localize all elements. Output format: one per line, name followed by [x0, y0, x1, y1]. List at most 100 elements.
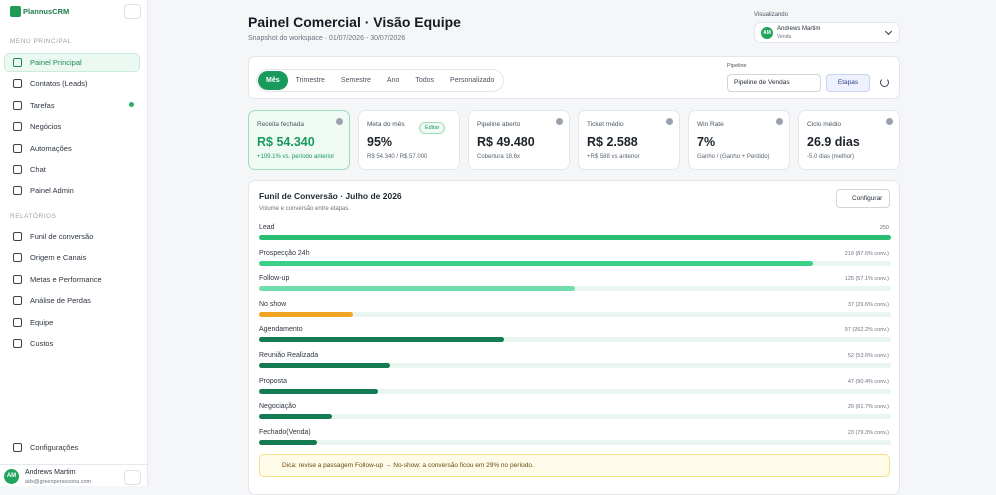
- icon: [13, 165, 22, 174]
- info-icon: [666, 118, 673, 125]
- nav-label: Equipe: [30, 317, 54, 327]
- nav-item[interactable]: Tarefas: [4, 96, 140, 115]
- nav-label: Funil de conversão: [30, 232, 94, 241]
- icon: [13, 317, 22, 327]
- pipeline-value: Pipeline de Vendas: [734, 79, 790, 86]
- stage-value: 250: [879, 225, 889, 231]
- info-icon: [336, 118, 343, 125]
- period-tab[interactable]: Mês: [258, 71, 288, 90]
- page-subtitle: Snapshot do workspace · 01/07/2026 - 30/…: [248, 35, 406, 42]
- nav-label: Contatos (Leads): [30, 79, 88, 89]
- stage-label: Fechado(Venda): [259, 428, 311, 436]
- stage-value: 97 (262.2% conv.): [844, 327, 889, 334]
- viewer-select[interactable]: AM Andrews Martim Venda: [754, 22, 900, 43]
- kpi-label: Ticket médio: [587, 121, 624, 128]
- kpi-card: Ciclo médio 26.9 dias -5.0 dias (melhor): [798, 110, 900, 170]
- period-tab[interactable]: Semestre: [340, 77, 371, 84]
- stages-button[interactable]: Etapas: [826, 74, 870, 92]
- kpi-value: 26.9 dias: [807, 135, 860, 149]
- nav-item[interactable]: Metas e Performance: [4, 270, 140, 289]
- period-tab[interactable]: Todos: [415, 77, 435, 84]
- stage-label: Prospecção 24h: [259, 249, 310, 257]
- nav-item[interactable]: Origem e Canais: [4, 248, 140, 267]
- nav-item[interactable]: Chat: [4, 160, 140, 179]
- icon: [13, 58, 22, 67]
- stage-value: 219 (87.6% conv.): [844, 250, 889, 257]
- nav-label: Origem e Canais: [30, 253, 87, 263]
- bar-track: [259, 439, 891, 445]
- viewer-label: Visualizando: [754, 12, 788, 18]
- avatar: AM: [4, 469, 19, 484]
- kpi-card: Win Rate 7% Ganho / (Ganho + Perdido): [688, 110, 790, 170]
- refresh-button[interactable]: [880, 78, 889, 87]
- nav-item[interactable]: Funil de conversão: [4, 227, 140, 246]
- nav-item[interactable]: Painel Admin: [4, 181, 140, 200]
- page-title: Painel Comercial · Visão Equipe: [248, 14, 461, 30]
- stage-label: Negociação: [259, 403, 296, 411]
- bar-track: [259, 363, 891, 368]
- kpi-card: Meta do mês 95% R$ 54.340 / R$ 57.000 Edita…: [358, 110, 460, 170]
- info-icon: [556, 118, 563, 125]
- chevron: [884, 27, 893, 36]
- section-title: RELATÓRIOS: [10, 213, 57, 220]
- edit-button[interactable]: Editar: [419, 122, 446, 134]
- kpi-value: R$ 54.340: [257, 135, 315, 149]
- icon: [13, 79, 22, 89]
- kpi-value: 95%: [367, 135, 393, 149]
- stage-value: 23 (79.3% conv.): [847, 429, 889, 436]
- kpi-sub: +R$ 588 vs anterior: [587, 154, 640, 160]
- stage-label: Agendamento: [259, 326, 303, 334]
- period-tab[interactable]: Ano: [386, 77, 400, 84]
- stage-value: 52 (53.6% conv.): [847, 353, 889, 359]
- kpi-sub: -5.0 dias (melhor): [807, 154, 855, 160]
- configure-button[interactable]: Configurar: [836, 189, 890, 208]
- stage-bar: [259, 235, 891, 240]
- avatar: AM: [761, 27, 773, 39]
- icon: [13, 122, 22, 132]
- bar-track: [259, 414, 891, 420]
- stage-value: 125 (57.1% conv.): [844, 276, 889, 283]
- period-tabs: Mês Trimestre Semestre Ano Todos Personalizad…: [256, 69, 505, 92]
- nav-item[interactable]: Contatos (Leads): [4, 74, 140, 93]
- icon: [13, 296, 22, 306]
- icon: [13, 339, 22, 348]
- kpi-sub: Cobertura 18,6x: [477, 154, 521, 160]
- nav-item[interactable]: Análise de Perdas: [4, 291, 140, 310]
- nav-item[interactable]: Automações: [4, 139, 140, 158]
- kpi-label: Receita fechada: [257, 121, 304, 128]
- stage-value: 37 (29.6% conv.): [847, 301, 889, 308]
- stage-bar: [259, 311, 353, 317]
- kpi-label: Ciclo médio: [807, 121, 841, 128]
- period-tab[interactable]: Trimestre: [295, 77, 325, 84]
- stage-label: Lead: [259, 224, 275, 231]
- period-tab[interactable]: Personalizado: [450, 77, 495, 84]
- nav-item[interactable]: Equipe: [4, 313, 140, 332]
- nav-label: Automações: [30, 143, 72, 153]
- icon: [13, 443, 22, 452]
- funnel-title: Funil de Conversão · Julho de 2026: [259, 191, 402, 201]
- logout-button[interactable]: [124, 470, 141, 485]
- menu-toggle[interactable]: [124, 4, 141, 19]
- filter-bar: Mês Trimestre Semestre Ano Todos Personalizad…: [248, 56, 900, 99]
- brand: PlannusCRM: [23, 7, 70, 16]
- icon: [13, 143, 22, 153]
- nav-label: Custos: [30, 339, 54, 348]
- kpi-sub: +109.1% vs. período anterior: [257, 154, 335, 160]
- stage-bar: [259, 439, 318, 445]
- bar-track: [259, 337, 891, 343]
- sidebar: PlannusCRM MENU PRINCIPAL RELATÓRIOS Con…: [0, 0, 148, 486]
- pipeline-select[interactable]: Pipeline de Vendas: [727, 74, 821, 92]
- nav-label: Configurações: [30, 443, 79, 452]
- nav-item[interactable]: Custos: [4, 334, 140, 353]
- pipeline-label: Pipeline: [727, 63, 747, 69]
- stage-bar: [259, 286, 575, 292]
- bar-track: [259, 311, 891, 317]
- kpi-sub: R$ 54.340 / R$ 57.000: [367, 154, 428, 160]
- stage-label: Reunião Realizada: [259, 352, 319, 359]
- nav-item[interactable]: Painel Principal: [4, 53, 140, 72]
- nav-item[interactable]: Configurações: [4, 438, 140, 457]
- icon: [13, 100, 22, 110]
- nav-item[interactable]: Negócios: [4, 117, 140, 136]
- viewer-role: Venda: [777, 34, 792, 40]
